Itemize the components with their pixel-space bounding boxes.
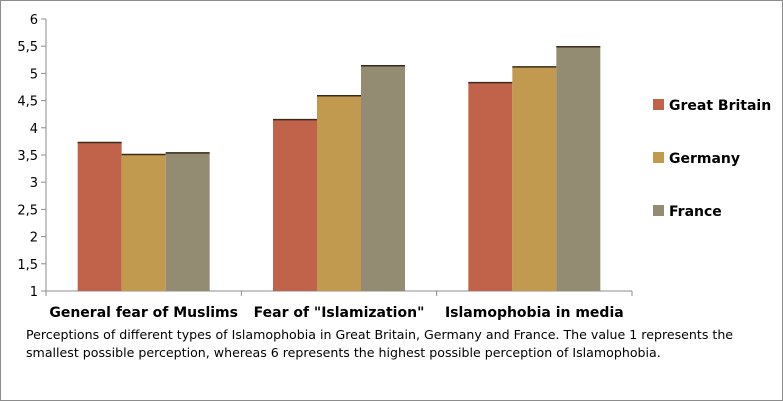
bar [361, 65, 405, 291]
bar [273, 119, 317, 291]
bar [121, 154, 166, 291]
y-tick-label: 1 [30, 285, 38, 300]
legend-swatch [653, 99, 664, 110]
legend-swatch [653, 205, 664, 216]
bar [512, 66, 557, 291]
bar [556, 46, 601, 291]
x-category-label: Islamophobia in media [445, 305, 624, 321]
y-tick-label: 3 [30, 176, 38, 191]
bar [468, 82, 513, 291]
legend-label: Great Britain [669, 98, 771, 114]
legend-label: Germany [669, 151, 740, 167]
y-tick-label: 2 [30, 231, 38, 246]
y-tick-label: 4,5 [17, 95, 38, 110]
bar [77, 142, 122, 291]
y-tick-label: 4 [30, 122, 38, 137]
bar [165, 152, 210, 291]
y-tick-label: 3,5 [17, 149, 38, 164]
y-tick-label: 6 [30, 13, 38, 28]
y-tick-label: 5 [30, 67, 38, 82]
legend-swatch [653, 152, 664, 163]
legend-label: France [669, 204, 722, 220]
figure-caption: Perceptions of different types of Islamo… [26, 327, 734, 360]
x-category-label: General fear of Muslims [49, 305, 238, 321]
y-tick-label: 1,5 [17, 258, 38, 273]
bar [317, 95, 361, 291]
y-tick-label: 2,5 [17, 203, 38, 218]
x-category-label: Fear of "Islamization" [254, 305, 425, 321]
y-tick-label: 5,5 [17, 40, 38, 55]
